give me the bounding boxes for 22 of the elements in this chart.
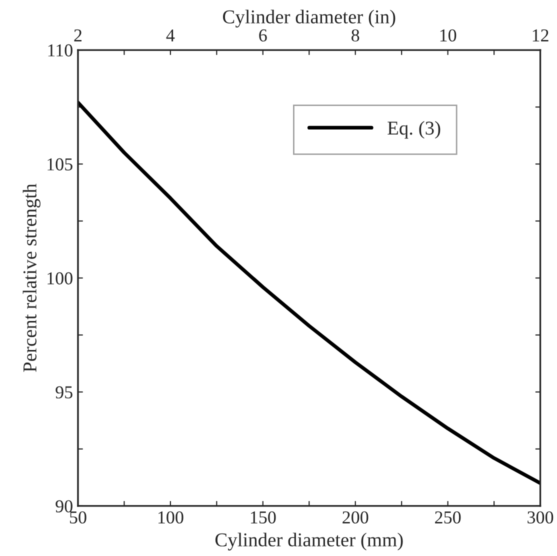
y-tick-label: 90 xyxy=(56,500,72,512)
x-tick-label: 250 xyxy=(435,511,461,524)
x-tick-label: 100 xyxy=(158,511,184,524)
legend-label: Eq. (3) xyxy=(388,121,440,139)
x-tick-label: 300 xyxy=(528,511,554,524)
x-tick-label: 200 xyxy=(342,511,368,524)
y-axis-title: Percent relative strength xyxy=(22,184,40,372)
x2-tick-label: 8 xyxy=(352,29,360,42)
x2-tick-label: 4 xyxy=(166,29,175,42)
y-tick-label: 100 xyxy=(48,272,72,284)
x-tick-label: 50 xyxy=(70,511,86,524)
y-tick-label: 95 xyxy=(56,386,72,398)
y-tick-label: 110 xyxy=(48,44,72,56)
x2-tick-label: 10 xyxy=(440,29,456,42)
x-axis-title: Cylinder diameter (mm) xyxy=(215,532,403,550)
x2-tick-label: 12 xyxy=(532,29,548,42)
x-tick-label: 150 xyxy=(250,511,276,524)
x2-axis-title: Cylinder diameter (in) xyxy=(223,10,396,28)
x2-tick-label: 2 xyxy=(74,29,82,42)
y-tick-label: 105 xyxy=(48,158,72,170)
x2-tick-label: 6 xyxy=(259,29,267,42)
line-series xyxy=(78,100,540,485)
